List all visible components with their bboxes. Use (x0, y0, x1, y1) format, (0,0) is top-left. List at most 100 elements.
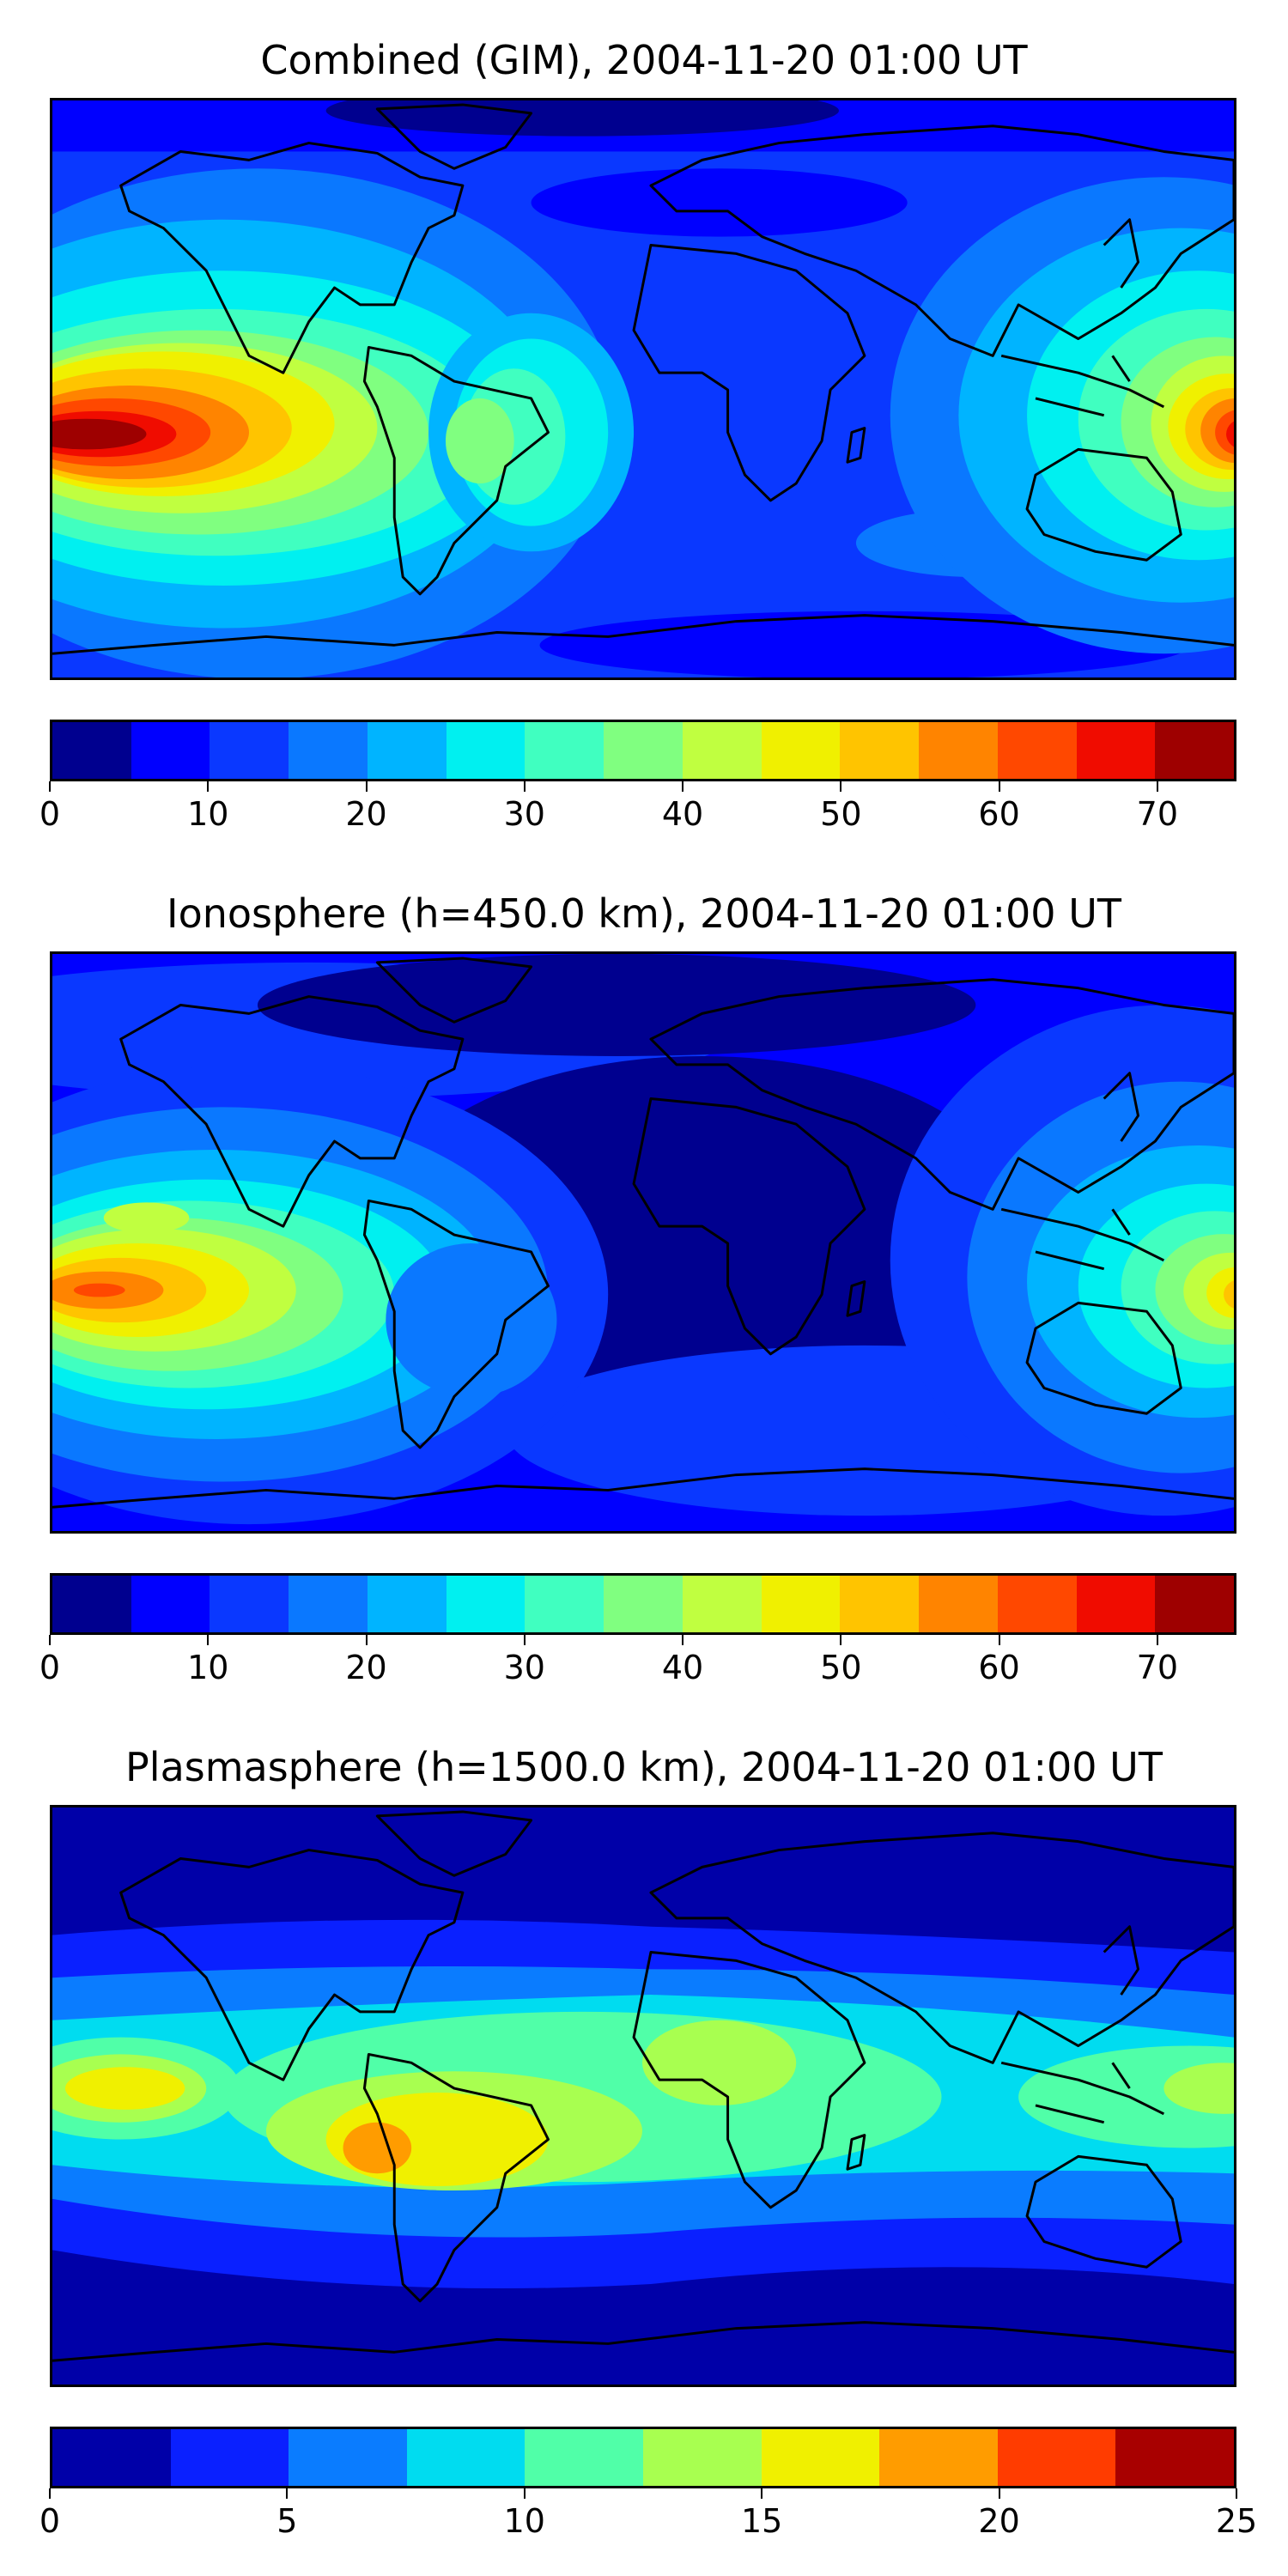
map-combined (50, 98, 1236, 680)
panel-title-plasmasphere: Plasmasphere (h=1500.0 km), 2004-11-20 0… (125, 1744, 1163, 1790)
coast-antarctica (52, 1467, 1234, 1509)
africa-level-12-5 (642, 2020, 797, 2105)
colorbar-swatch (446, 1576, 526, 1632)
antarctic-low (539, 611, 1190, 677)
colorbar-swatch (682, 722, 762, 779)
colorbar-swatch (210, 722, 289, 779)
colorbar-swatch (131, 722, 210, 779)
panel-title-combined: Combined (GIM), 2004-11-20 01:00 UT (260, 37, 1028, 83)
colorbar-swatch (682, 1576, 762, 1632)
coast-africa (632, 1951, 866, 2209)
pacific-level-15 (64, 2067, 185, 2110)
colorbar-swatch (367, 722, 447, 779)
coast-japan (1103, 1072, 1139, 1142)
colorbar-swatch (997, 722, 1077, 779)
coast-indonesia (1000, 1207, 1165, 1271)
arctic-core (325, 100, 839, 137)
coast-indonesia (1000, 354, 1165, 417)
coast-eurasia (649, 125, 1234, 357)
coast-africa (632, 244, 866, 502)
colorbar-plasmasphere (50, 2427, 1236, 2488)
coast-japan (1103, 218, 1139, 289)
colorbar-swatch (52, 722, 131, 779)
coast-japan (1103, 1925, 1139, 1996)
pacific-level-75 (52, 418, 147, 450)
map-plasmasphere-svg (52, 1807, 1234, 2385)
colorbar-swatch (1155, 1576, 1235, 1632)
colorbar-tick-label: 0 (39, 795, 61, 833)
colorbar-swatch (919, 1576, 998, 1632)
coast-australia (1025, 447, 1182, 562)
colorbar-tick-label: 20 (345, 1649, 387, 1686)
coast-north-america (119, 995, 465, 1228)
coast-antarctica (52, 614, 1234, 655)
colorbar-swatch (289, 722, 368, 779)
colorbar-swatch (525, 1576, 605, 1632)
coast-north-america (119, 1849, 465, 2081)
coast-south-america (362, 1199, 550, 1449)
coastlines (52, 1810, 1234, 2362)
map-ionosphere (50, 951, 1236, 1534)
colorbar-tick-label: 5 (276, 2502, 298, 2540)
coast-australia (1025, 1301, 1182, 1415)
coast-greenland (375, 957, 533, 1024)
coast-eurasia (649, 978, 1234, 1211)
colorbar-tick-label: 20 (978, 2502, 1020, 2540)
colorbar-swatch (997, 1576, 1077, 1632)
coast-africa (632, 1097, 866, 1356)
colorbar-swatch (840, 1576, 920, 1632)
colorbar-swatch (1076, 722, 1156, 779)
colorbar-ticks-ionosphere: 0 10 20 30 40 50 60 70 (39, 1635, 1236, 1686)
panel-title-ionosphere: Ionosphere (h=450.0 km), 2004-11-20 01:0… (167, 890, 1121, 937)
colorbar-tick-label: 40 (661, 795, 704, 833)
wpacific-level-55 (1224, 1280, 1234, 1309)
colorbar-combined (50, 720, 1236, 781)
colorbar-ticks-combined: 0 10 20 30 40 50 60 70 (39, 781, 1236, 833)
colorbar-swatch (997, 2429, 1116, 2486)
coast-south-america (362, 345, 550, 596)
coastlines (52, 103, 1234, 655)
colorbar-swatch (919, 722, 998, 779)
colorbar-swatch (761, 722, 841, 779)
pacific-level-65 (73, 1283, 125, 1297)
colorbar-swatch (761, 1576, 841, 1632)
colorbar-ticks-plasmasphere: 0 5 10 15 20 25 (39, 2488, 1257, 2540)
colorbar-tick-label: 10 (187, 795, 229, 833)
colorbar-tick-label: 30 (503, 795, 545, 833)
arctic-core (257, 954, 976, 1056)
colorbar-swatch (367, 1576, 447, 1632)
colorbar-tick-label: 20 (345, 795, 387, 833)
coast-madagascar (846, 2134, 866, 2171)
colorbar-tick-label: 50 (820, 1649, 862, 1686)
coast-madagascar (846, 427, 866, 464)
map-combined-svg (52, 100, 1234, 677)
colorbar-swatch (52, 2429, 171, 2486)
pacific-north-45 (103, 1202, 190, 1234)
map-ionosphere-svg (52, 954, 1234, 1531)
colorbar-tick-label: 0 (39, 1649, 61, 1686)
coast-north-america (119, 142, 465, 374)
colorbar-tick-label: 60 (978, 1649, 1020, 1686)
colorbar-swatch (840, 722, 920, 779)
coast-australia (1025, 2154, 1182, 2269)
atlantic-low (531, 168, 908, 237)
colorbar-swatch (761, 2429, 880, 2486)
colorbar-swatch (170, 2429, 289, 2486)
samerica-level-17-5 (343, 2122, 412, 2174)
colorbar-swatch (1076, 1576, 1156, 1632)
coast-south-america (362, 2052, 550, 2303)
colorbar-swatch (446, 722, 526, 779)
map-plasmasphere (50, 1805, 1236, 2387)
wpacific-level-70 (1226, 421, 1234, 447)
colorbar-tick-label: 70 (1136, 1649, 1179, 1686)
coast-indonesia (1000, 2061, 1165, 2124)
colorbar-tick-label: 60 (978, 795, 1020, 833)
wpacific-level-50 (1206, 1267, 1234, 1319)
coast-antarctica (52, 2321, 1234, 2362)
colorbar-swatch (289, 1576, 368, 1632)
colorbar-swatch (1115, 2429, 1234, 2486)
colorbar-swatch (525, 722, 605, 779)
colorbar-swatch (131, 1576, 210, 1632)
colorbar-tick-label: 50 (820, 795, 862, 833)
colorbar-swatch (604, 722, 683, 779)
